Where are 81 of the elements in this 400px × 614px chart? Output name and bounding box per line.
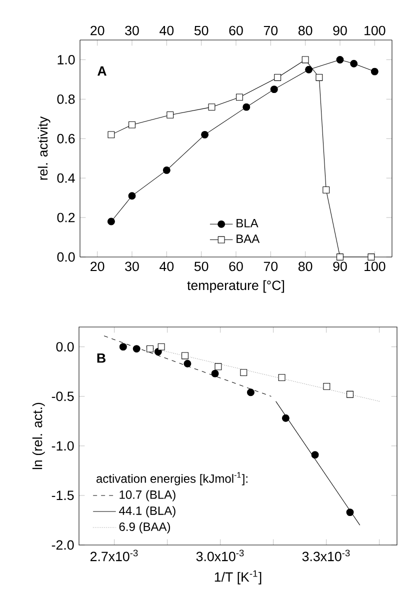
x-axis-title: temperature [°C] bbox=[187, 280, 284, 293]
point bbox=[311, 451, 319, 459]
x2-tick-label: 40 bbox=[160, 26, 174, 36]
legend-label: 6.9 (BAA) bbox=[119, 522, 170, 534]
point bbox=[274, 74, 282, 81]
y-tick-label: 1.0 bbox=[58, 55, 75, 64]
x2-tick-label: 70 bbox=[264, 26, 278, 36]
legend-label: 44.1 (BLA) bbox=[119, 506, 176, 518]
y-tick-label: -2.0 bbox=[52, 540, 74, 550]
x-tick-label: 70 bbox=[264, 262, 278, 272]
point bbox=[208, 104, 216, 111]
y-tick-label: 0.6 bbox=[57, 134, 75, 144]
y-tick-label: -1.0 bbox=[52, 441, 74, 451]
point bbox=[336, 254, 344, 260]
point bbox=[282, 414, 290, 422]
point bbox=[158, 343, 165, 350]
x-tick-label: 30 bbox=[125, 262, 139, 272]
point bbox=[305, 66, 313, 74]
x-tick-label: 50 bbox=[194, 262, 208, 272]
y-tick-label: 0.8 bbox=[57, 94, 75, 104]
point bbox=[316, 74, 323, 81]
point bbox=[128, 121, 136, 128]
x-axis-title: 1/T [K$^{-1}$] bbox=[214, 570, 262, 584]
point bbox=[368, 254, 375, 260]
x-tick-label: 40 bbox=[160, 262, 174, 272]
y-tick-label: 0.2 bbox=[57, 212, 75, 222]
point bbox=[184, 360, 192, 368]
x-tick-label: 2.7x10$^{-3}$ bbox=[90, 550, 138, 562]
point bbox=[240, 369, 248, 376]
point bbox=[162, 166, 170, 174]
point bbox=[132, 345, 140, 353]
y-tick-label: -1.5 bbox=[52, 490, 74, 500]
point bbox=[336, 56, 344, 64]
point bbox=[346, 390, 354, 398]
x2-tick-label: 80 bbox=[298, 26, 312, 36]
point bbox=[119, 343, 127, 351]
x-tick-label: 90 bbox=[333, 262, 347, 272]
x-tick-label: 60 bbox=[229, 262, 243, 272]
point bbox=[270, 86, 278, 94]
point bbox=[146, 345, 154, 352]
x2-tick-label: 50 bbox=[194, 26, 208, 36]
point bbox=[108, 131, 115, 138]
annotation: A bbox=[98, 66, 106, 76]
y-axis-title: ln (rel. act.) bbox=[32, 402, 45, 470]
point bbox=[322, 186, 330, 194]
legend-label: 10.7 (BLA) bbox=[120, 490, 176, 502]
x2-tick-label: 90 bbox=[333, 26, 347, 36]
point bbox=[128, 192, 136, 200]
point bbox=[166, 111, 174, 118]
point bbox=[278, 374, 286, 382]
legend-label: BLA bbox=[236, 219, 258, 228]
y-tick-label: 0.0 bbox=[57, 252, 75, 262]
point bbox=[211, 370, 219, 378]
annotation: B bbox=[97, 354, 106, 363]
point bbox=[370, 68, 378, 76]
point bbox=[246, 388, 254, 396]
x-tick-label: 3.0x10$^{-3}$ bbox=[196, 550, 244, 562]
point bbox=[201, 130, 209, 138]
y-tick-label: 0.0 bbox=[56, 342, 74, 352]
point bbox=[346, 508, 354, 516]
point bbox=[236, 94, 243, 101]
point bbox=[302, 56, 309, 64]
y-axis-title: rel. activity bbox=[38, 116, 50, 180]
x2-tick-label: 20 bbox=[90, 26, 104, 36]
point bbox=[182, 352, 188, 360]
point bbox=[107, 218, 115, 226]
x-tick-label: 100 bbox=[364, 262, 386, 272]
x-tick-label: 80 bbox=[298, 262, 312, 272]
point bbox=[214, 363, 222, 370]
point bbox=[242, 103, 250, 111]
point bbox=[350, 60, 358, 68]
y-tick-label: 0.4 bbox=[57, 173, 75, 183]
legend-title: activation energies [kJmol$^{-1}$]: bbox=[96, 472, 248, 486]
y-tick-label: -0.5 bbox=[52, 392, 74, 402]
x2-tick-label: 30 bbox=[125, 26, 139, 36]
x-tick-label: 3.3x10$^{-3}$ bbox=[302, 550, 350, 562]
x2-tick-label: 100 bbox=[364, 26, 386, 36]
x2-tick-label: 60 bbox=[229, 26, 243, 36]
point bbox=[323, 382, 330, 390]
x-tick-label: 20 bbox=[90, 262, 104, 272]
legend-label: BAA bbox=[236, 234, 260, 243]
